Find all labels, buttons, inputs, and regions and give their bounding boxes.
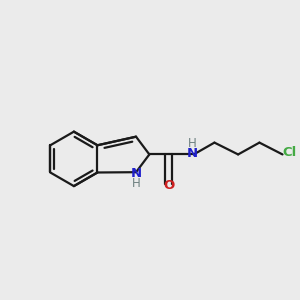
Text: H: H — [188, 137, 197, 150]
Text: O: O — [163, 179, 174, 192]
Text: N: N — [131, 167, 142, 180]
Text: N: N — [187, 147, 198, 160]
Text: Cl: Cl — [283, 146, 297, 160]
Text: H: H — [132, 177, 141, 190]
